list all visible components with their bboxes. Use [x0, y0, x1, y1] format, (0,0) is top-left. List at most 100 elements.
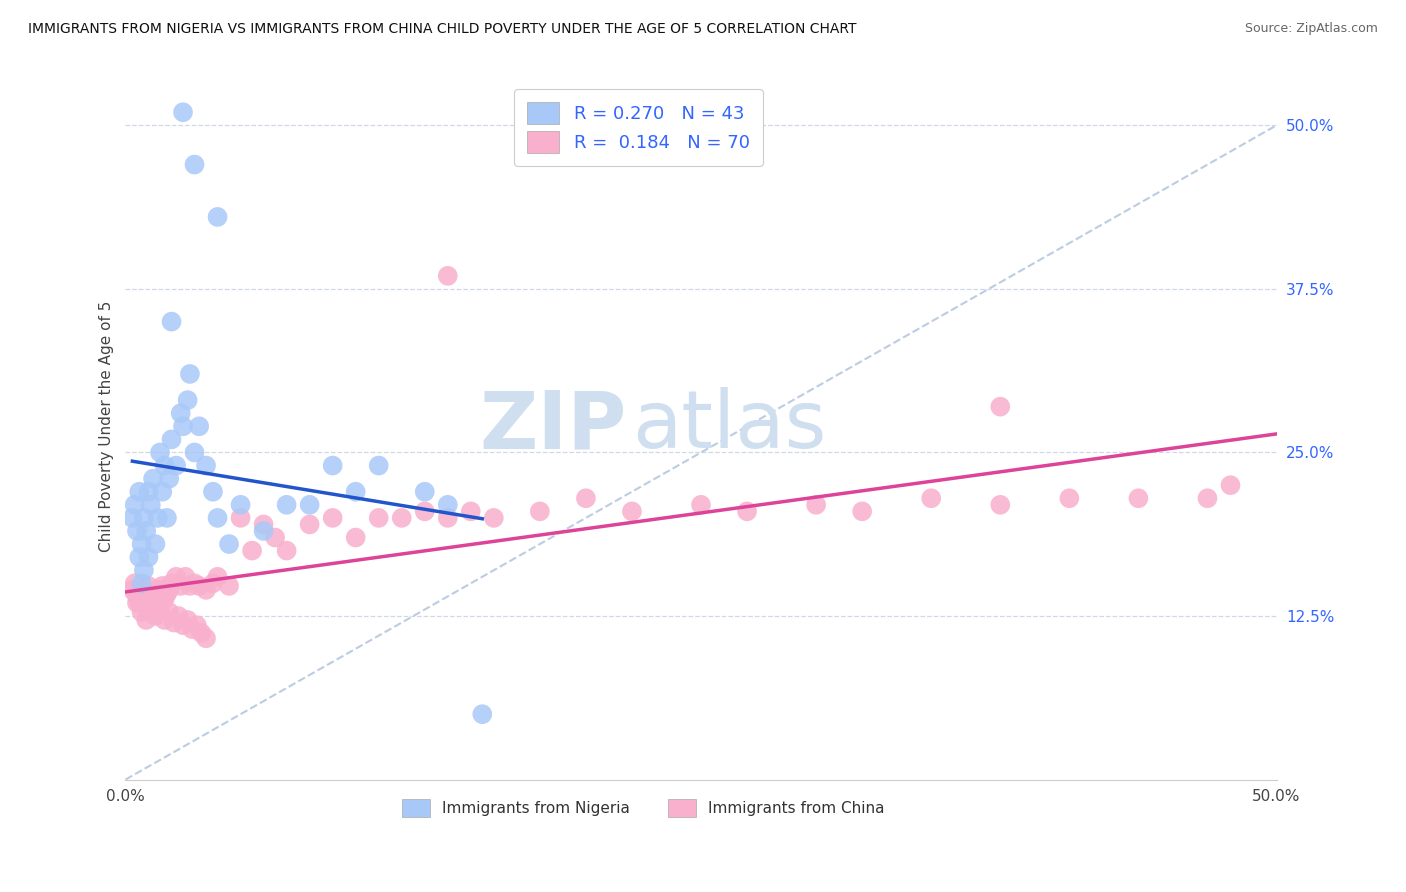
- Point: [218, 537, 240, 551]
- Point: [179, 367, 201, 381]
- Point: [179, 579, 201, 593]
- Legend: Immigrants from Nigeria, Immigrants from China: Immigrants from Nigeria, Immigrants from…: [395, 791, 891, 825]
- Point: [1059, 491, 1081, 506]
- Point: [160, 576, 183, 591]
- Text: ZIP: ZIP: [479, 387, 626, 466]
- Y-axis label: Child Poverty Under the Age of 5: Child Poverty Under the Age of 5: [100, 301, 114, 552]
- Point: [138, 579, 160, 593]
- Point: [145, 592, 167, 607]
- Point: [240, 543, 263, 558]
- Point: [146, 582, 169, 597]
- Point: [183, 445, 205, 459]
- Point: [139, 605, 162, 619]
- Point: [367, 511, 389, 525]
- Point: [160, 433, 183, 447]
- Point: [128, 596, 150, 610]
- Point: [207, 210, 229, 224]
- Point: [188, 579, 211, 593]
- Point: [298, 517, 321, 532]
- Point: [195, 632, 218, 646]
- Point: [391, 511, 413, 525]
- Point: [170, 406, 193, 420]
- Point: [322, 511, 344, 525]
- Point: [139, 498, 162, 512]
- Point: [172, 618, 194, 632]
- Point: [139, 596, 162, 610]
- Point: [276, 543, 298, 558]
- Text: IMMIGRANTS FROM NIGERIA VS IMMIGRANTS FROM CHINA CHILD POVERTY UNDER THE AGE OF : IMMIGRANTS FROM NIGERIA VS IMMIGRANTS FR…: [28, 22, 856, 37]
- Point: [529, 504, 551, 518]
- Point: [276, 498, 298, 512]
- Point: [344, 531, 367, 545]
- Point: [157, 582, 180, 597]
- Text: Source: ZipAtlas.com: Source: ZipAtlas.com: [1244, 22, 1378, 36]
- Point: [201, 576, 224, 591]
- Point: [132, 592, 155, 607]
- Point: [188, 419, 211, 434]
- Point: [131, 605, 153, 619]
- Point: [131, 537, 153, 551]
- Point: [160, 315, 183, 329]
- Point: [153, 592, 176, 607]
- Point: [575, 491, 598, 506]
- Point: [851, 504, 873, 518]
- Point: [183, 576, 205, 591]
- Point: [157, 605, 180, 619]
- Point: [124, 498, 146, 512]
- Point: [207, 511, 229, 525]
- Point: [131, 576, 153, 591]
- Point: [149, 587, 172, 601]
- Point: [150, 579, 173, 593]
- Point: [201, 484, 224, 499]
- Point: [735, 504, 758, 518]
- Point: [131, 582, 153, 597]
- Point: [128, 484, 150, 499]
- Point: [322, 458, 344, 473]
- Point: [195, 582, 218, 597]
- Point: [163, 615, 186, 630]
- Point: [138, 484, 160, 499]
- Point: [344, 484, 367, 499]
- Point: [207, 570, 229, 584]
- Point: [367, 458, 389, 473]
- Point: [252, 524, 274, 538]
- Point: [172, 419, 194, 434]
- Point: [153, 458, 176, 473]
- Point: [149, 602, 172, 616]
- Point: [153, 613, 176, 627]
- Point: [121, 582, 143, 597]
- Point: [128, 550, 150, 565]
- Point: [436, 498, 458, 512]
- Point: [165, 458, 187, 473]
- Point: [190, 626, 212, 640]
- Point: [132, 563, 155, 577]
- Point: [988, 400, 1011, 414]
- Point: [149, 445, 172, 459]
- Point: [145, 609, 167, 624]
- Point: [413, 484, 436, 499]
- Point: [156, 587, 179, 601]
- Point: [125, 596, 148, 610]
- Point: [181, 622, 204, 636]
- Point: [135, 587, 157, 601]
- Point: [460, 504, 482, 518]
- Point: [690, 498, 713, 512]
- Point: [135, 613, 157, 627]
- Point: [142, 590, 165, 604]
- Point: [142, 472, 165, 486]
- Point: [920, 491, 942, 506]
- Point: [174, 570, 197, 584]
- Point: [176, 613, 198, 627]
- Point: [157, 472, 180, 486]
- Point: [195, 458, 218, 473]
- Point: [125, 524, 148, 538]
- Point: [172, 105, 194, 120]
- Point: [150, 484, 173, 499]
- Point: [471, 707, 494, 722]
- Point: [298, 498, 321, 512]
- Point: [436, 268, 458, 283]
- Point: [436, 511, 458, 525]
- Point: [170, 579, 193, 593]
- Point: [183, 158, 205, 172]
- Point: [482, 511, 505, 525]
